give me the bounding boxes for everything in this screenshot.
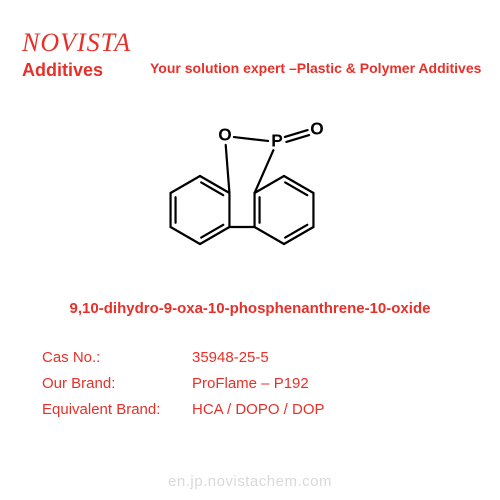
structure-svg: OPO: [145, 90, 355, 270]
detail-value: ProFlame – P192: [192, 375, 309, 392]
product-details: Cas No.:35948-25-5Our Brand:ProFlame – P…: [42, 345, 325, 423]
detail-row: Cas No.:35948-25-5: [42, 345, 325, 371]
svg-text:O: O: [310, 119, 323, 139]
detail-label: Equivalent Brand:: [42, 397, 192, 423]
logo-subtext: Additives: [22, 60, 131, 81]
detail-label: Our Brand:: [42, 371, 192, 397]
watermark-url: en.jp.novistachem.com: [0, 473, 500, 490]
chemical-name: 9,10-dihydro-9-oxa-10-phosphenanthrene-1…: [0, 300, 500, 317]
tagline: Your solution expert –Plastic & Polymer …: [150, 60, 481, 76]
logo-text: NOVISTA: [22, 28, 131, 58]
detail-row: Our Brand:ProFlame – P192: [42, 371, 325, 397]
detail-value: 35948-25-5: [192, 349, 269, 366]
brand-logo: NOVISTA Additives: [22, 28, 131, 81]
detail-label: Cas No.:: [42, 345, 192, 371]
detail-row: Equivalent Brand:HCA / DOPO / DOP: [42, 397, 325, 423]
chemical-structure-diagram: OPO: [145, 90, 355, 270]
detail-value: HCA / DOPO / DOP: [192, 401, 325, 418]
svg-text:P: P: [271, 131, 283, 151]
svg-text:O: O: [218, 125, 231, 145]
